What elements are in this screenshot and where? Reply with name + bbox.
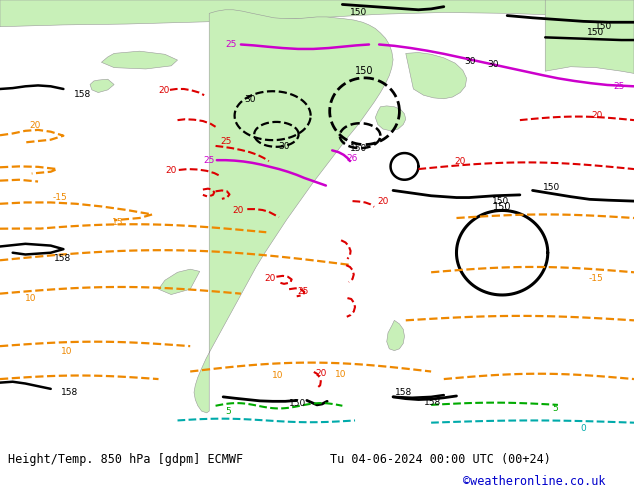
Text: 30: 30 bbox=[245, 95, 256, 104]
Text: 158: 158 bbox=[424, 398, 441, 407]
Text: 25: 25 bbox=[297, 287, 309, 296]
Text: -15: -15 bbox=[588, 274, 604, 283]
Polygon shape bbox=[375, 106, 406, 131]
Text: 10: 10 bbox=[61, 347, 72, 356]
Text: 150: 150 bbox=[492, 196, 510, 206]
Text: 150: 150 bbox=[595, 22, 612, 31]
Text: 20: 20 bbox=[377, 197, 389, 206]
Text: 158: 158 bbox=[53, 254, 71, 264]
Text: 20: 20 bbox=[316, 369, 327, 378]
Text: 0: 0 bbox=[580, 423, 586, 433]
Text: 26: 26 bbox=[347, 154, 358, 163]
Polygon shape bbox=[0, 0, 634, 26]
Text: 20: 20 bbox=[165, 166, 177, 175]
Text: 10: 10 bbox=[335, 370, 347, 379]
Text: 150: 150 bbox=[587, 27, 605, 37]
Polygon shape bbox=[545, 0, 634, 74]
Polygon shape bbox=[158, 269, 200, 294]
Text: 25: 25 bbox=[204, 156, 215, 165]
Text: 30: 30 bbox=[278, 142, 290, 151]
Text: 150: 150 bbox=[349, 8, 367, 17]
Text: ©weatheronline.co.uk: ©weatheronline.co.uk bbox=[463, 475, 605, 489]
Text: 30: 30 bbox=[488, 60, 499, 70]
Text: 150: 150 bbox=[493, 202, 512, 212]
Text: 158: 158 bbox=[61, 388, 79, 397]
Text: 25: 25 bbox=[226, 40, 237, 49]
Text: Tu 04-06-2024 00:00 UTC (00+24): Tu 04-06-2024 00:00 UTC (00+24) bbox=[330, 453, 550, 466]
Text: 10: 10 bbox=[25, 294, 36, 303]
Text: 20: 20 bbox=[592, 111, 603, 120]
Polygon shape bbox=[387, 320, 404, 351]
Text: 150: 150 bbox=[350, 144, 368, 153]
Text: Height/Temp. 850 hPa [gdpm] ECMWF: Height/Temp. 850 hPa [gdpm] ECMWF bbox=[8, 453, 243, 466]
Text: 20: 20 bbox=[158, 86, 169, 95]
Text: 25: 25 bbox=[220, 137, 231, 146]
Text: 158: 158 bbox=[394, 388, 412, 397]
Text: 150: 150 bbox=[355, 66, 374, 76]
Text: -15: -15 bbox=[53, 193, 68, 202]
Text: 10: 10 bbox=[272, 371, 283, 380]
Text: 20: 20 bbox=[455, 157, 466, 167]
Text: 30: 30 bbox=[465, 57, 476, 66]
Text: 25: 25 bbox=[613, 82, 624, 91]
Polygon shape bbox=[90, 79, 114, 93]
Text: 158: 158 bbox=[74, 90, 91, 99]
Polygon shape bbox=[194, 10, 393, 413]
Text: 5: 5 bbox=[225, 407, 231, 416]
Text: 20: 20 bbox=[264, 274, 276, 283]
Polygon shape bbox=[101, 51, 178, 69]
Text: 15: 15 bbox=[112, 218, 123, 227]
Text: 20: 20 bbox=[233, 205, 244, 215]
Text: 150: 150 bbox=[289, 399, 307, 409]
Polygon shape bbox=[406, 52, 467, 99]
Text: 150: 150 bbox=[543, 183, 560, 192]
Text: 5: 5 bbox=[552, 404, 559, 413]
Text: 20: 20 bbox=[30, 121, 41, 130]
